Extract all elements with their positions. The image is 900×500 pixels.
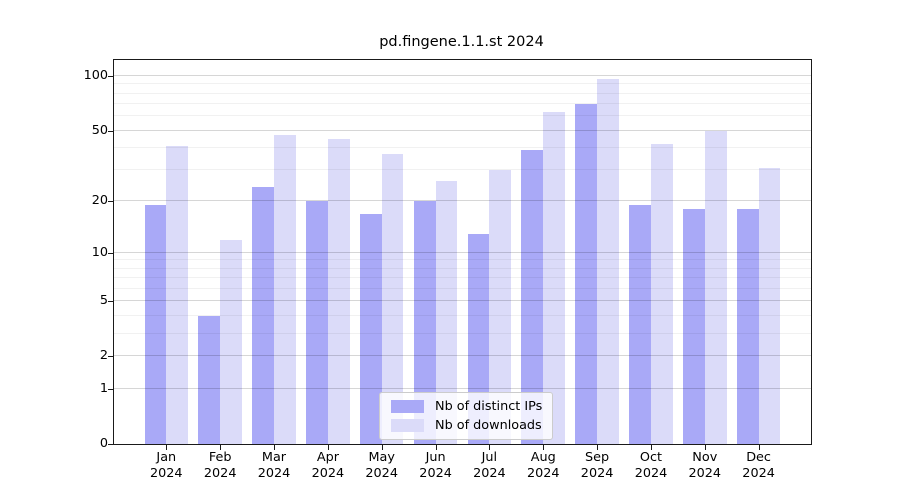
x-tick-5 — [381, 445, 383, 450]
y-tick-label-10: 10 — [91, 244, 108, 260]
bar-downloads-8 — [543, 112, 566, 444]
plot-area: Jan 2024 Feb 2024 Mar 2024 Apr 2024 May 2024… — [84, 59, 812, 481]
x-tick-label-11: Nov 2024 — [688, 450, 722, 481]
x-tick-label-3: Mar 2024 — [257, 450, 291, 481]
y-tick-label-100: 100 — [83, 68, 108, 83]
x-tick-8 — [543, 445, 545, 450]
legend-swatch-distinct-ips — [391, 400, 424, 413]
bar-downloads-4 — [327, 138, 350, 444]
y-tick-10 — [108, 252, 113, 254]
x-tick-label-4: Apr 2024 — [311, 450, 345, 481]
bar-downloads-12 — [758, 167, 781, 444]
x-tick-label-10: Oct 2024 — [634, 450, 668, 481]
bar-distinct-ips-5 — [359, 213, 382, 444]
legend-item-distinct-ips: Nb of distinct IPs — [391, 399, 542, 414]
x-tick-11 — [704, 445, 706, 450]
legend-item-downloads: Nb of downloads — [391, 418, 542, 433]
x-tick-label-1: Jan 2024 — [150, 450, 183, 481]
y-tick-label-0: 0 — [99, 436, 108, 451]
legend: Nb of distinct IPs Nb of downloads — [379, 392, 554, 440]
x-tick-10 — [651, 445, 652, 450]
bar-downloads-11 — [704, 130, 727, 444]
y-tick-label-50: 50 — [91, 122, 108, 138]
y-tick-1 — [108, 388, 113, 390]
x-tick-3 — [274, 445, 275, 450]
x-tick-label-9: Sep 2024 — [580, 450, 614, 481]
bar-distinct-ips-2 — [198, 315, 221, 444]
y-tick-label-20: 20 — [91, 193, 108, 209]
bar-distinct-ips-6 — [413, 201, 436, 444]
x-tick-12 — [758, 445, 760, 450]
x-tick-label-2: Feb 2024 — [203, 450, 237, 481]
bar-distinct-ips-3 — [252, 187, 274, 444]
bars-layer — [114, 60, 811, 444]
x-tick-label-12: Dec 2024 — [742, 450, 775, 481]
legend-label-distinct-ips: Nb of distinct IPs — [435, 399, 543, 414]
y-tick-50 — [108, 130, 113, 132]
y-tick-100 — [108, 76, 113, 77]
bar-distinct-ips-10 — [629, 205, 651, 444]
x-tick-label-7: Jul 2024 — [473, 450, 506, 481]
x-tick-1 — [166, 445, 168, 450]
bar-downloads-6 — [435, 181, 458, 444]
y-tick-0 — [108, 444, 113, 445]
y-tick-label-1: 1 — [99, 380, 108, 396]
bar-distinct-ips-9 — [575, 104, 598, 444]
bar-distinct-ips-7 — [467, 233, 490, 444]
bar-distinct-ips-8 — [521, 149, 544, 444]
x-tick-label-8: Aug 2024 — [527, 450, 560, 481]
y-tick-label-2: 2 — [99, 348, 108, 364]
legend-swatch-downloads — [391, 419, 424, 432]
bar-downloads-3 — [274, 135, 296, 444]
bar-downloads-9 — [597, 79, 619, 444]
x-tick-label-6: Jun 2024 — [419, 450, 452, 481]
bar-distinct-ips-1 — [144, 205, 167, 444]
chart-title: pd.fingene.1.1.st 2024 — [379, 34, 544, 50]
bar-downloads-5 — [381, 154, 404, 444]
x-tick-label-5: May 2024 — [365, 450, 398, 481]
bar-distinct-ips-4 — [306, 201, 328, 444]
bar-downloads-10 — [651, 144, 673, 444]
x-tick-7 — [489, 445, 491, 450]
bar-distinct-ips-11 — [683, 209, 705, 444]
y-tick-20 — [108, 201, 113, 203]
legend-label-downloads: Nb of downloads — [435, 418, 542, 433]
ticks-layer: Jan 2024 Feb 2024 Mar 2024 Apr 2024 May 2024… — [84, 60, 811, 481]
x-tick-2 — [220, 445, 222, 450]
x-tick-9 — [597, 445, 599, 450]
bar-downloads-1 — [166, 146, 189, 444]
y-tick-2 — [108, 356, 113, 358]
x-tick-4 — [327, 445, 329, 450]
bar-downloads-7 — [489, 170, 512, 444]
bar-downloads-2 — [220, 239, 242, 444]
bar-distinct-ips-12 — [736, 209, 759, 444]
y-tick-5 — [108, 301, 113, 303]
x-tick-6 — [435, 445, 437, 450]
y-tick-label-5: 5 — [99, 293, 108, 309]
